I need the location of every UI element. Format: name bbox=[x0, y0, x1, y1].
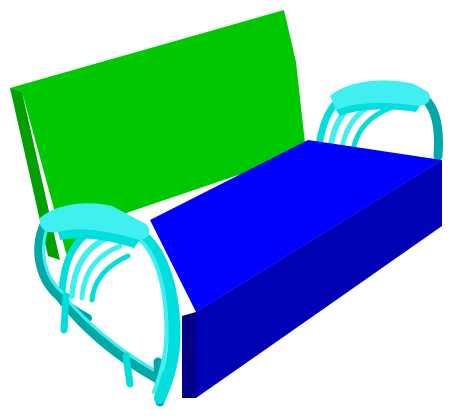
front-armrest-base-rail bbox=[57, 295, 161, 383]
front-armrest-foot-mid bbox=[122, 352, 134, 388]
front-armrest-back-loop-highlight bbox=[42, 224, 64, 294]
front-armrest-upright bbox=[136, 230, 181, 404]
seat-side bbox=[182, 312, 196, 398]
seat-top bbox=[150, 140, 442, 312]
rear-armrest-upright bbox=[421, 95, 443, 161]
front-armrest-foot-back bbox=[60, 292, 70, 334]
backrest bbox=[10, 10, 306, 260]
front-armrest-upright-highlight bbox=[138, 238, 169, 394]
front-armrest bbox=[34, 203, 181, 407]
front-armrest-base-rail-highlight bbox=[62, 294, 160, 374]
front-armrest-pad bbox=[39, 203, 150, 240]
front-armrest-tube-3 bbox=[79, 243, 123, 301]
front-armrest-pad-shade bbox=[58, 229, 140, 248]
seat-front bbox=[196, 160, 442, 398]
rear-armrest-pad bbox=[330, 80, 430, 110]
front-armrest-tube-4 bbox=[89, 253, 131, 303]
rear-armrest-pad-shade bbox=[336, 102, 420, 116]
